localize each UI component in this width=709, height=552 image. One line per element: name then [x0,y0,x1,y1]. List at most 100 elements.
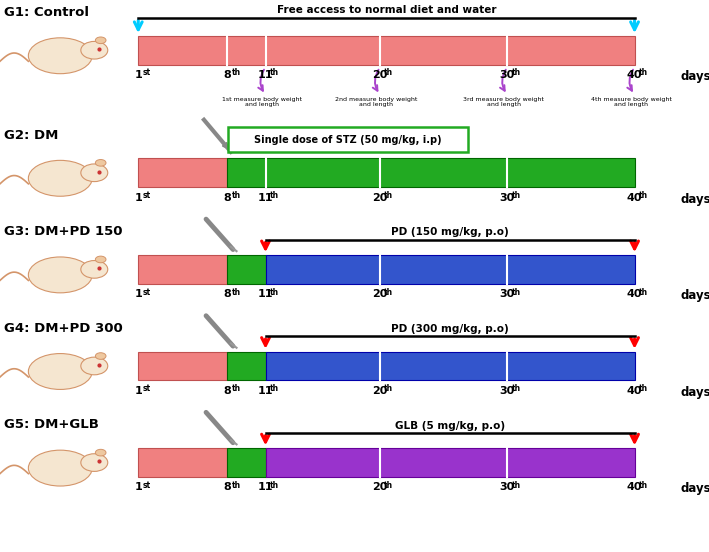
Text: st: st [143,481,150,490]
Ellipse shape [95,353,106,359]
Text: 8: 8 [223,193,231,203]
Text: 8: 8 [223,386,231,396]
Text: Single dose of STZ (50 mg/kg, i.p): Single dose of STZ (50 mg/kg, i.p) [254,135,442,145]
Text: 40: 40 [627,482,642,492]
Bar [138,36,635,65]
Text: 1: 1 [135,289,142,299]
Text: 11: 11 [258,386,273,396]
Text: 30: 30 [500,193,515,203]
Text: 20: 20 [372,193,388,203]
Text: st: st [143,384,150,393]
Text: 11: 11 [258,289,273,299]
Text: 1: 1 [135,482,142,492]
Text: st: st [143,288,150,296]
Text: th: th [232,191,241,200]
Text: th: th [269,288,279,296]
Text: th: th [269,384,279,393]
Text: G3: DM+PD 150: G3: DM+PD 150 [4,225,122,238]
Text: th: th [512,68,520,77]
Ellipse shape [28,450,92,486]
Text: GLB (5 mg/kg, p.o): GLB (5 mg/kg, p.o) [395,421,505,431]
Text: 40: 40 [627,193,642,203]
Bar [228,158,635,187]
Bar [138,158,228,187]
Text: th: th [512,384,520,393]
Text: 1: 1 [135,386,142,396]
Ellipse shape [81,41,108,59]
Text: th: th [512,191,520,200]
Text: 20: 20 [372,289,388,299]
Text: th: th [232,68,241,77]
Text: 1st measure body weight
and length: 1st measure body weight and length [222,97,302,108]
Ellipse shape [28,353,92,389]
Text: PD (300 mg/kg, p.o): PD (300 mg/kg, p.o) [391,324,509,334]
Ellipse shape [95,37,106,44]
Ellipse shape [95,256,106,263]
Text: 11: 11 [258,482,273,492]
Text: 20: 20 [372,482,388,492]
Text: G5: DM+GLB: G5: DM+GLB [4,418,99,432]
Text: th: th [512,288,520,296]
Text: th: th [232,481,241,490]
Text: th: th [512,481,520,490]
Ellipse shape [81,454,108,471]
Text: 30: 30 [500,386,515,396]
Ellipse shape [81,164,108,182]
Bar [228,352,265,380]
Text: th: th [639,68,648,77]
Text: days: days [681,386,709,399]
Text: th: th [384,481,393,490]
Ellipse shape [95,160,106,166]
Text: th: th [639,288,648,296]
Text: st: st [143,191,150,200]
Text: 30: 30 [500,482,515,492]
Text: th: th [269,68,279,77]
Text: days: days [681,70,709,83]
Text: PD (150 mg/kg, p.o): PD (150 mg/kg, p.o) [391,227,509,237]
Text: Free access to normal diet and water: Free access to normal diet and water [277,6,496,15]
Text: th: th [232,384,241,393]
Bar [228,255,265,284]
Ellipse shape [81,357,108,375]
Text: th: th [269,481,279,490]
Text: 8: 8 [223,70,231,80]
Text: 40: 40 [627,386,642,396]
Text: th: th [639,191,648,200]
Text: days: days [681,193,709,206]
Text: G4: DM+PD 300: G4: DM+PD 300 [4,322,122,335]
Text: 30: 30 [500,70,515,80]
Text: th: th [232,288,241,296]
Text: 4th measure body weight
and length: 4th measure body weight and length [591,97,671,108]
Text: th: th [384,191,393,200]
Text: 20: 20 [372,386,388,396]
Ellipse shape [28,257,92,293]
Text: days: days [681,482,709,496]
Text: th: th [384,288,393,296]
Ellipse shape [95,449,106,456]
Bar [265,352,635,380]
Bar [138,448,228,477]
Ellipse shape [81,261,108,278]
Text: th: th [269,191,279,200]
Text: 11: 11 [258,193,273,203]
Text: 40: 40 [627,289,642,299]
Text: 3rd measure body weight
and length: 3rd measure body weight and length [463,97,545,108]
Text: 1: 1 [135,193,142,203]
Text: 20: 20 [372,70,388,80]
Text: 30: 30 [500,289,515,299]
Text: 8: 8 [223,289,231,299]
Text: G2: DM: G2: DM [4,129,58,142]
Text: days: days [681,289,709,302]
Text: th: th [384,384,393,393]
FancyBboxPatch shape [228,127,468,152]
Bar [138,255,228,284]
Bar [228,448,265,477]
Text: th: th [639,481,648,490]
Text: 1: 1 [135,70,142,80]
Bar [265,448,635,477]
Text: G1: Control: G1: Control [4,6,89,19]
Text: 40: 40 [627,70,642,80]
Text: 8: 8 [223,482,231,492]
Text: 2nd measure body weight
and length: 2nd measure body weight and length [335,97,418,108]
Text: st: st [143,68,150,77]
